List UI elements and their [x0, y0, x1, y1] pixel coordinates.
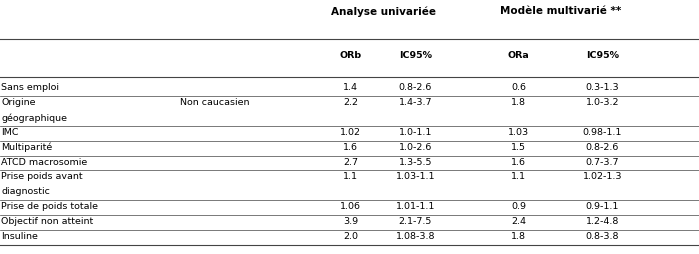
Text: 1.4: 1.4	[343, 83, 359, 92]
Text: 0.7-3.7: 0.7-3.7	[586, 157, 619, 167]
Text: 3.9: 3.9	[343, 217, 359, 226]
Text: Prise de poids totale: Prise de poids totale	[1, 202, 99, 211]
Text: Prise poids avant: Prise poids avant	[1, 172, 83, 181]
Text: 1.4-3.7: 1.4-3.7	[398, 98, 432, 107]
Text: Modèle multivarié **: Modèle multivarié **	[500, 6, 621, 16]
Text: 2.2: 2.2	[343, 98, 359, 107]
Text: 1.1: 1.1	[343, 172, 359, 181]
Text: Multiparité: Multiparité	[1, 143, 52, 152]
Text: Non caucasien: Non caucasien	[180, 98, 250, 107]
Text: Insuline: Insuline	[1, 232, 38, 241]
Text: 1.08-3.8: 1.08-3.8	[396, 232, 435, 241]
Text: Origine: Origine	[1, 98, 36, 107]
Text: 1.8: 1.8	[511, 98, 526, 107]
Text: 1.02-1.3: 1.02-1.3	[583, 172, 622, 181]
Text: géographique: géographique	[1, 113, 67, 122]
Text: 2.4: 2.4	[511, 217, 526, 226]
Text: IC95%: IC95%	[398, 51, 432, 60]
Text: ORa: ORa	[507, 51, 530, 60]
Text: 1.0-2.6: 1.0-2.6	[398, 143, 432, 152]
Text: 1.1: 1.1	[511, 172, 526, 181]
Text: 1.6: 1.6	[343, 143, 359, 152]
Text: ORb: ORb	[340, 51, 362, 60]
Text: Objectif non atteint: Objectif non atteint	[1, 217, 94, 226]
Text: 1.06: 1.06	[340, 202, 361, 211]
Text: ATCD macrosomie: ATCD macrosomie	[1, 157, 87, 167]
Text: 0.9: 0.9	[511, 202, 526, 211]
Text: 0.6: 0.6	[511, 83, 526, 92]
Text: IMC: IMC	[1, 128, 19, 137]
Text: 1.02: 1.02	[340, 128, 361, 137]
Text: Sans emploi: Sans emploi	[1, 83, 59, 92]
Text: IC95%: IC95%	[586, 51, 619, 60]
Text: 0.8-2.6: 0.8-2.6	[586, 143, 619, 152]
Text: 1.03: 1.03	[508, 128, 529, 137]
Text: 0.98-1.1: 0.98-1.1	[583, 128, 622, 137]
Text: diagnostic: diagnostic	[1, 187, 50, 196]
Text: 0.8-2.6: 0.8-2.6	[398, 83, 432, 92]
Text: 1.0-3.2: 1.0-3.2	[586, 98, 619, 107]
Text: 1.8: 1.8	[511, 232, 526, 241]
Text: 0.9-1.1: 0.9-1.1	[586, 202, 619, 211]
Text: 0.3-1.3: 0.3-1.3	[586, 83, 619, 92]
Text: 1.6: 1.6	[511, 157, 526, 167]
Text: 0.8-3.8: 0.8-3.8	[586, 232, 619, 241]
Text: 1.0-1.1: 1.0-1.1	[398, 128, 432, 137]
Text: 2.1-7.5: 2.1-7.5	[398, 217, 432, 226]
Text: 1.3-5.5: 1.3-5.5	[398, 157, 432, 167]
Text: 1.03-1.1: 1.03-1.1	[396, 172, 435, 181]
Text: 1.01-1.1: 1.01-1.1	[396, 202, 435, 211]
Text: 2.7: 2.7	[343, 157, 359, 167]
Text: Analyse univariée: Analyse univariée	[331, 6, 435, 17]
Text: 1.5: 1.5	[511, 143, 526, 152]
Text: 2.0: 2.0	[343, 232, 359, 241]
Text: 1.2-4.8: 1.2-4.8	[586, 217, 619, 226]
